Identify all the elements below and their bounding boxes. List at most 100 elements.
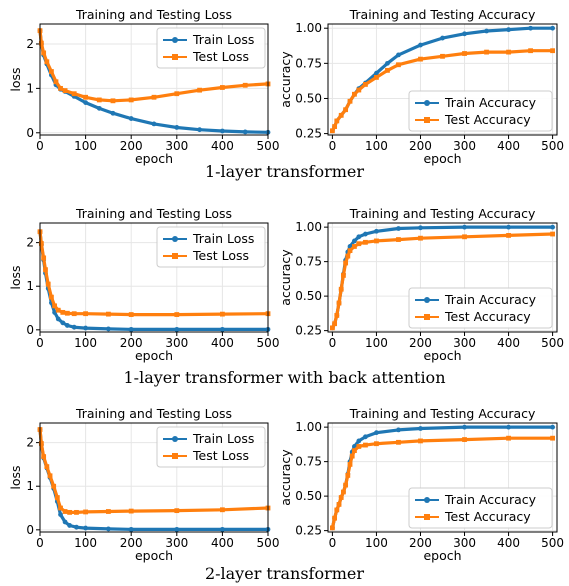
plot-frame — [327, 422, 558, 533]
data-point-train — [220, 128, 225, 134]
x-tick-label: 300 — [165, 336, 188, 350]
data-point-train — [462, 224, 467, 230]
y-tick-label: 2 — [26, 436, 34, 450]
legend-box — [408, 487, 553, 529]
data-point-train — [440, 35, 445, 41]
chart-title: Training and Testing Loss — [75, 7, 232, 22]
data-point-test — [550, 231, 555, 237]
data-point-test — [220, 85, 225, 90]
data-point-test — [330, 525, 335, 531]
data-point-test — [352, 91, 357, 97]
y-tick-label: 1 — [26, 81, 34, 95]
data-point-test — [220, 507, 225, 513]
y-tick-label: 0.25 — [295, 127, 322, 141]
data-point-test — [550, 435, 555, 441]
data-point-test — [49, 69, 54, 74]
legend-box — [408, 90, 553, 132]
data-point-train — [55, 316, 61, 322]
data-point-test — [44, 59, 50, 65]
legend-label: Train Loss — [192, 32, 254, 47]
data-point-train — [60, 320, 66, 326]
data-point-train — [242, 129, 248, 135]
data-point-test — [83, 94, 88, 100]
data-point-train — [74, 524, 79, 530]
data-point-test — [374, 441, 379, 447]
data-point-train — [197, 127, 203, 133]
x-tick-label: 0 — [329, 139, 337, 153]
legend: Train Loss Test Loss — [156, 27, 266, 69]
data-point-test — [343, 107, 349, 113]
data-point-train — [418, 426, 423, 431]
legend-label: Test Loss — [192, 448, 249, 463]
data-point-test — [62, 509, 68, 514]
data-point-test — [71, 311, 77, 317]
data-point-train — [64, 323, 70, 328]
data-point-test — [83, 509, 88, 515]
data-point-test — [462, 51, 467, 56]
data-point-test — [341, 273, 346, 278]
x-tick-label: 300 — [165, 536, 188, 550]
data-point-test — [128, 508, 134, 514]
data-point-test — [385, 67, 390, 73]
data-point-test — [174, 312, 180, 317]
x-tick-label: 500 — [541, 536, 564, 550]
data-point-test — [55, 307, 61, 313]
y-axis-label: accuracy — [278, 449, 293, 506]
y-tick-label: 2 — [26, 37, 34, 51]
data-point-test — [374, 238, 379, 244]
x-tick-label: 100 — [365, 139, 388, 153]
legend-marker-test — [172, 54, 178, 60]
data-point-test — [352, 448, 357, 453]
legend: Train Accuracy Test Accuracy — [408, 90, 553, 132]
y-axis-label: accuracy — [278, 249, 293, 306]
x-tick-label: 500 — [257, 139, 280, 153]
data-point-test — [67, 509, 73, 515]
data-point-test — [106, 509, 111, 514]
data-point-test — [83, 311, 88, 317]
data-point-test — [396, 439, 401, 445]
y-tick-label: 0.50 — [295, 489, 322, 503]
data-point-test — [43, 267, 48, 273]
data-point-test — [374, 74, 379, 80]
chart-title: Training and Testing Accuracy — [349, 7, 536, 22]
y-tick-label: 2 — [26, 236, 34, 250]
data-point-test — [45, 281, 51, 287]
x-tick-label: 200 — [409, 139, 432, 153]
data-point-train — [83, 100, 88, 105]
data-point-test — [332, 321, 338, 327]
x-axis-label: epoch — [135, 348, 173, 363]
x-axis-label: epoch — [423, 548, 461, 563]
data-point-test — [52, 303, 57, 309]
data-point-train — [106, 326, 111, 332]
legend-marker-test — [424, 117, 430, 123]
legend: Train Loss Test Loss — [156, 226, 266, 268]
x-tick-label: 0 — [329, 336, 337, 350]
data-point-test — [352, 244, 357, 249]
data-point-test — [347, 98, 353, 104]
data-point-train — [374, 70, 379, 76]
data-point-test — [174, 508, 180, 514]
data-point-test — [363, 239, 368, 245]
data-point-test — [341, 489, 346, 495]
x-tick-label: 0 — [329, 536, 337, 550]
legend: Train Accuracy Test Accuracy — [408, 287, 553, 329]
data-point-test — [506, 233, 511, 238]
y-tick-label: 0.75 — [295, 455, 322, 469]
data-point-test — [550, 48, 555, 54]
data-point-train — [96, 105, 102, 111]
y-axis-label: loss — [8, 67, 23, 91]
legend: Train Loss Test Loss — [156, 426, 266, 468]
data-point-train — [352, 238, 357, 244]
chart-panel-3: Training and Testing Loss 0 100 200 300 400 50… — [8, 206, 279, 363]
legend-label: Train Accuracy — [444, 95, 537, 110]
data-point-test — [106, 311, 111, 317]
data-point-test — [49, 294, 54, 300]
chart-panel-1: Training and Testing Loss 0 100 200 300 400 50… — [8, 7, 279, 166]
plot-frame — [39, 222, 269, 333]
data-point-test — [128, 97, 134, 103]
data-point-test — [174, 91, 180, 97]
chart-title: Training and Testing Accuracy — [349, 406, 536, 421]
data-point-train — [396, 226, 401, 231]
chart-panel-2: Training and Testing Accuracy 0 100 200 300 4… — [278, 7, 564, 166]
data-point-test — [343, 260, 349, 266]
